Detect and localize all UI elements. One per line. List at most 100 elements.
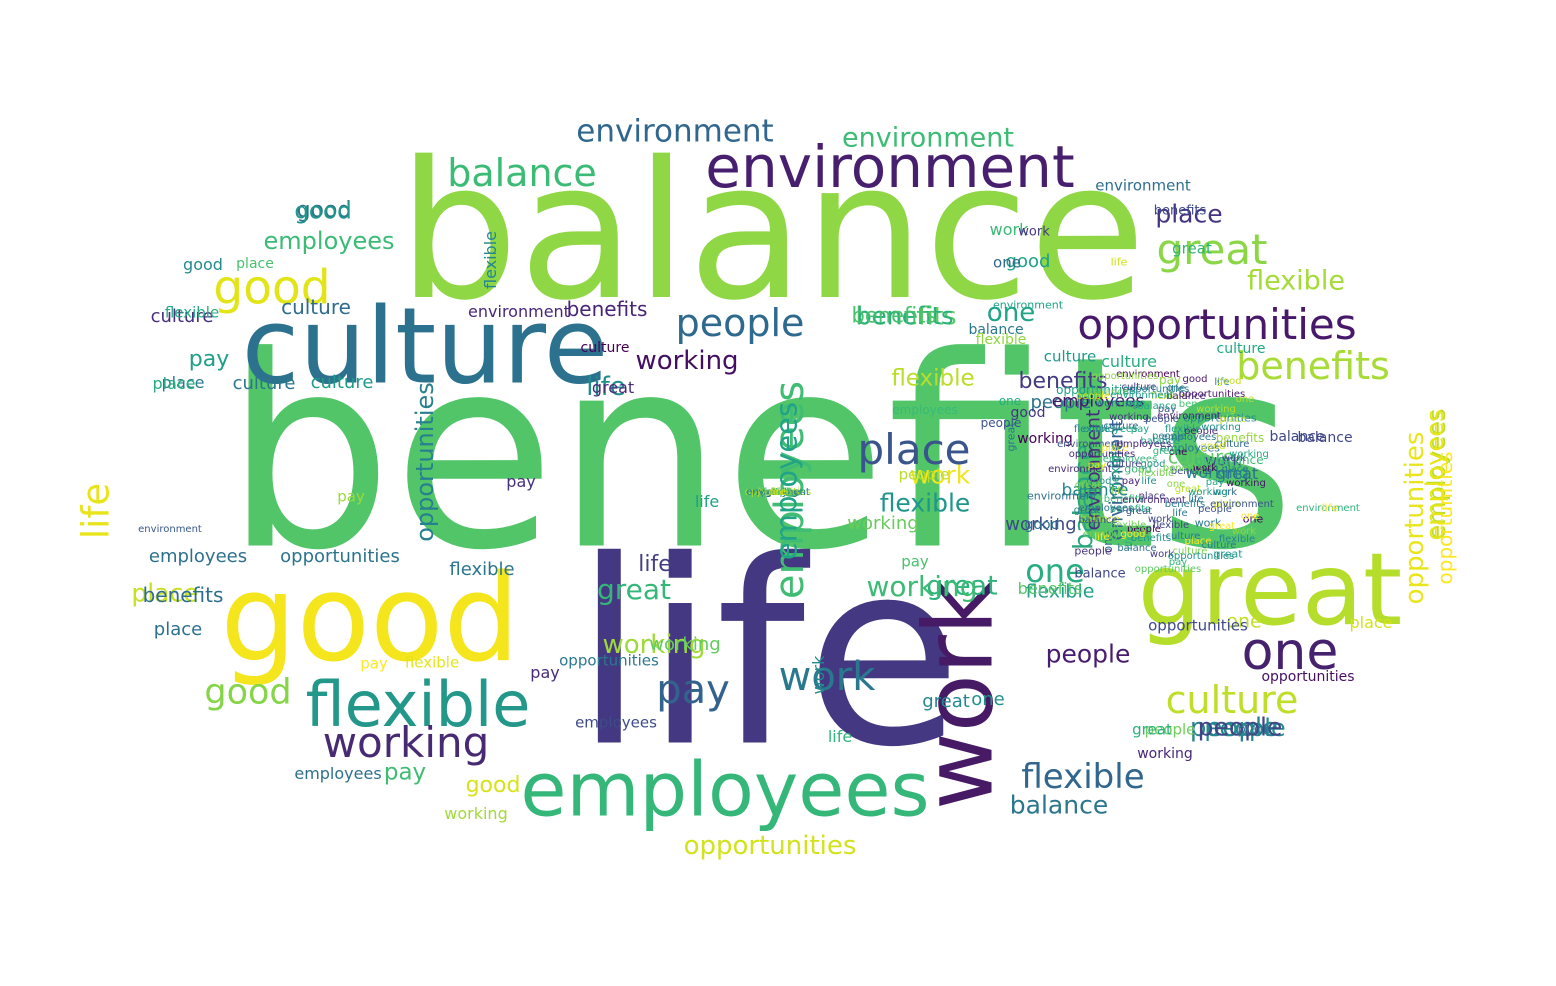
word-good: good <box>1182 374 1208 385</box>
word-life: life <box>1094 532 1110 543</box>
word-people: people <box>1144 720 1196 739</box>
word-employees: employees <box>263 227 395 255</box>
word-opportunities: opportunities <box>1122 384 1190 395</box>
word-opportunities: opportunities <box>1134 564 1202 575</box>
word-life: life <box>694 492 720 511</box>
word-flexible: flexible <box>759 487 797 498</box>
word-flexible: flexible <box>404 653 460 672</box>
word-balance: balance <box>1074 566 1126 582</box>
word-balance: balance <box>968 322 1024 338</box>
word-life: life <box>827 727 853 746</box>
word-good: good <box>1200 441 1226 452</box>
word-culture: culture <box>580 340 630 356</box>
word-environment: environment <box>576 113 774 150</box>
word-employees: employees <box>769 401 804 561</box>
word-good: good <box>1024 517 1060 533</box>
word-place: place <box>161 373 205 392</box>
word-pay: pay <box>1130 424 1150 435</box>
word-working: working <box>602 630 706 660</box>
word-great: great <box>1125 506 1153 517</box>
word-benefits: benefits <box>855 301 957 331</box>
word-place: place <box>152 374 196 393</box>
word-people: people <box>675 301 805 345</box>
word-flexible: flexible <box>1150 391 1188 402</box>
word-life: life <box>1141 476 1157 487</box>
word-great: great <box>1137 531 1403 648</box>
word-benefits: benefits <box>1215 431 1265 445</box>
word-working: working <box>1017 431 1073 447</box>
word-culture: culture <box>232 373 296 394</box>
word-place: place <box>857 425 971 474</box>
word-employees: employees <box>575 713 657 732</box>
word-good: good <box>1140 459 1166 470</box>
word-pay: pay <box>506 472 536 491</box>
word-culture: culture <box>760 487 796 498</box>
word-good: good <box>765 487 791 498</box>
word-great: great <box>1156 225 1268 274</box>
word-place: place <box>1213 499 1241 510</box>
word-opportunities: opportunities <box>744 487 812 498</box>
word-good: good <box>1005 251 1051 272</box>
word-opportunities: opportunities <box>411 382 439 542</box>
word-opportunities: opportunities <box>1091 371 1159 382</box>
word-employees: employees <box>1102 454 1158 465</box>
word-flexible: flexible <box>1073 424 1111 435</box>
word-opportunities: opportunities <box>1167 551 1235 562</box>
word-culture: culture <box>1216 341 1266 357</box>
word-great: great <box>926 570 998 602</box>
word-opportunities: opportunities <box>683 831 857 861</box>
word-balance: balance <box>1216 453 1264 467</box>
word-environment: environment <box>992 298 1064 312</box>
word-good: good <box>1086 476 1112 487</box>
word-pay: pay <box>337 487 365 506</box>
word-culture: culture <box>310 372 374 393</box>
word-people: people <box>1074 544 1112 558</box>
word-good: good <box>1216 376 1242 387</box>
word-working: working <box>758 487 798 498</box>
word-opportunities: opportunities <box>1178 389 1246 400</box>
word-opportunities: opportunities <box>1077 300 1357 349</box>
word-one: one <box>1168 447 1188 458</box>
word-good: good <box>220 550 520 689</box>
word-employees: employees <box>1161 432 1217 443</box>
word-balance: balance <box>1009 790 1109 820</box>
word-culture: culture <box>1172 546 1208 557</box>
word-good: good <box>213 260 331 316</box>
word-balance: balance <box>1166 391 1206 402</box>
word-benefits: benefits <box>1170 466 1212 477</box>
word-great: great <box>1213 547 1243 561</box>
word-benefits: benefits <box>1109 504 1151 515</box>
word-opportunities: opportunities <box>1148 616 1248 635</box>
word-work: work <box>1194 516 1222 530</box>
word-good: good <box>1124 462 1152 476</box>
word-pay: pay <box>1158 373 1182 387</box>
word-working: working <box>635 346 739 376</box>
word-people: people <box>1198 504 1232 515</box>
word-place: place <box>1184 536 1212 547</box>
word-pay: pay <box>1087 460 1107 471</box>
word-work: work <box>765 487 791 498</box>
word-place: place <box>1194 454 1230 470</box>
word-environment: environment <box>1116 369 1180 380</box>
word-benefits: benefits <box>1178 399 1220 410</box>
word-one: one <box>1166 479 1186 490</box>
word-opportunities: opportunities <box>1261 669 1355 685</box>
word-one: one <box>998 394 1022 408</box>
word-employees: employees <box>520 745 930 834</box>
word-work: work <box>909 460 971 490</box>
word-opportunities: opportunities <box>1068 449 1136 460</box>
word-culture: culture <box>1103 421 1139 432</box>
word-place: place <box>236 256 274 272</box>
word-flexible: flexible <box>1021 757 1145 797</box>
word-one: one <box>1240 511 1260 522</box>
word-great: great <box>1073 505 1101 516</box>
word-one: one <box>986 298 1036 328</box>
word-life: life <box>1110 255 1128 269</box>
word-life: life <box>770 487 786 498</box>
word-great: great <box>591 378 635 397</box>
word-benefits: benefits <box>1103 494 1145 505</box>
word-good: good <box>204 672 292 713</box>
word-working: working <box>1095 396 1139 410</box>
word-great: great <box>1132 720 1172 739</box>
